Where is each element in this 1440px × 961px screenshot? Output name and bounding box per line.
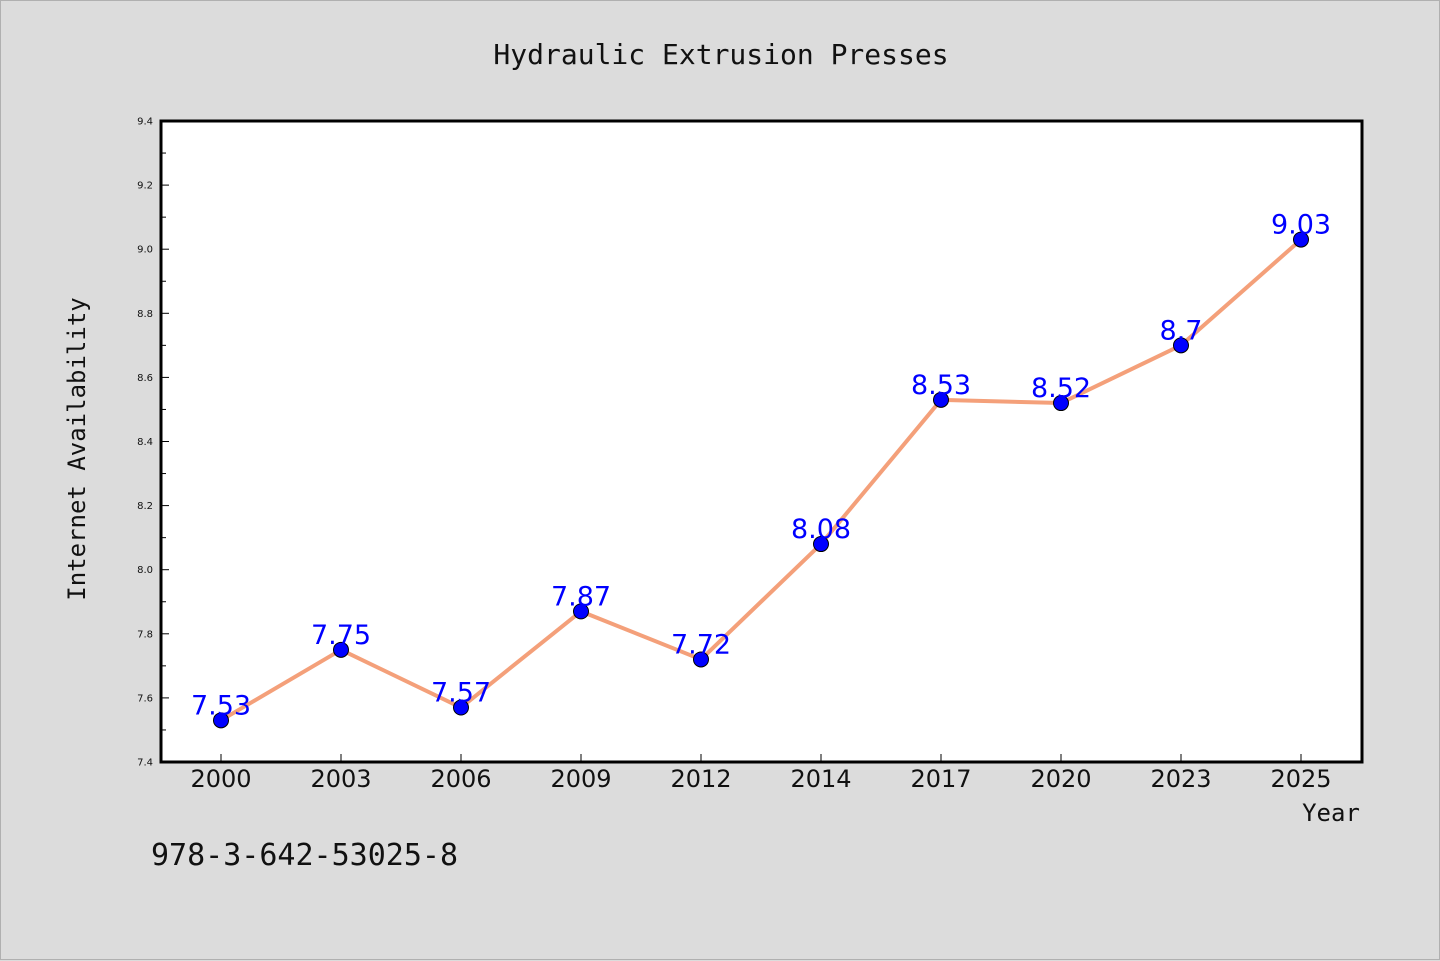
data-point bbox=[1173, 337, 1189, 354]
plot-area bbox=[159, 119, 1364, 764]
x-tick-label: 2025 bbox=[1270, 765, 1331, 793]
x-axis: 2000 2003 2006 2009 2012 2014 2017 2020 2023 2025 bbox=[190, 754, 1332, 793]
data-label: 8.53 bbox=[911, 370, 971, 401]
series-markers bbox=[213, 231, 1309, 729]
x-tick-label: 2014 bbox=[790, 765, 851, 793]
x-tick-label: 2020 bbox=[1030, 765, 1091, 793]
data-point bbox=[333, 641, 349, 658]
data-point bbox=[213, 712, 229, 729]
data-label: 8.52 bbox=[1031, 373, 1091, 404]
x-tick-label: 2003 bbox=[310, 765, 371, 793]
y-tick-label: 7.8 bbox=[137, 629, 153, 640]
x-axis-label: Year bbox=[1302, 799, 1360, 827]
data-point bbox=[453, 699, 469, 716]
x-tick-label: 2009 bbox=[550, 765, 611, 793]
data-label: 9.03 bbox=[1271, 210, 1331, 241]
chart-title: Hydraulic Extrusion Presses bbox=[493, 38, 948, 71]
series-line bbox=[219, 238, 1303, 723]
data-label: 7.57 bbox=[431, 678, 491, 709]
data-point bbox=[1053, 395, 1069, 412]
data-label: 7.53 bbox=[191, 690, 251, 721]
data-label: 8.7 bbox=[1160, 315, 1203, 346]
data-point bbox=[1293, 231, 1309, 248]
y-tick-label: 9.0 bbox=[137, 245, 153, 256]
data-point bbox=[573, 603, 589, 620]
data-label: 7.72 bbox=[671, 629, 731, 660]
data-label: 7.75 bbox=[311, 620, 371, 651]
y-tick-label: 8.0 bbox=[137, 565, 153, 576]
y-tick-label: 8.6 bbox=[137, 373, 153, 384]
data-point bbox=[693, 651, 709, 668]
y-tick-label: 9.4 bbox=[137, 117, 153, 128]
y-tick-label: 9.2 bbox=[137, 181, 153, 192]
x-tick-label: 2006 bbox=[430, 765, 491, 793]
data-label: 8.08 bbox=[791, 514, 851, 545]
y-tick-label: 8.8 bbox=[137, 309, 153, 320]
y-axis: 7.4 7.6 7.8 8.0 8.2 8.4 8.6 8.8 9.0 9.2 9.4 bbox=[137, 117, 169, 769]
y-tick-label: 8.4 bbox=[137, 437, 153, 448]
x-tick-label: 2017 bbox=[910, 765, 971, 793]
x-tick-label: 2012 bbox=[670, 765, 731, 793]
data-labels: 7.53 7.75 7.57 7.87 7.72 8.08 8.53 8.52 8.7 9.03 bbox=[191, 210, 1331, 722]
y-tick-label: 7.6 bbox=[137, 693, 153, 704]
y-axis-label: Internet Availability bbox=[63, 297, 91, 600]
data-label: 7.87 bbox=[551, 581, 611, 612]
y-tick-label: 8.2 bbox=[137, 501, 153, 512]
x-tick-label: 2023 bbox=[1150, 765, 1211, 793]
x-tick-label: 2000 bbox=[190, 765, 251, 793]
y-tick-label: 7.4 bbox=[137, 758, 153, 769]
isbn-annotation: 978-3-642-53025-8 bbox=[151, 838, 458, 873]
data-point bbox=[933, 391, 949, 408]
data-point bbox=[813, 536, 829, 553]
